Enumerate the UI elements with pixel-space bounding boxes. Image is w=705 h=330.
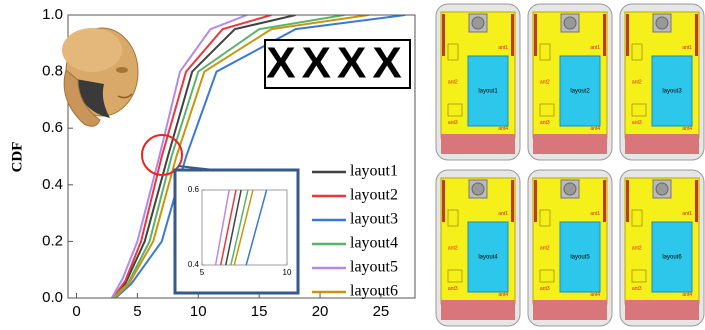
camera <box>564 17 576 29</box>
y-tick-label: 1.0 <box>42 6 63 23</box>
antenna-label: ant2 <box>540 79 550 85</box>
camera <box>656 183 668 195</box>
x-tick-label: 25 <box>373 303 390 320</box>
layout-panel: layout2 ant1 ant2 ant3 ant4 <box>528 4 612 160</box>
figure: 0.0 0.2 0.4 0.6 0.8 1.0 0 5 10 15 20 25 CDF XXXX layou… <box>0 0 705 330</box>
side-strip <box>603 180 606 222</box>
x-tick-label: 5 <box>133 303 141 320</box>
legend-label: layout6 <box>350 283 398 300</box>
legend-label: layout4 <box>350 235 398 252</box>
x-tick-label: 15 <box>251 303 268 320</box>
antenna-label: ant1 <box>498 45 508 51</box>
layout-label: layout5 <box>570 255 590 261</box>
layout-panel: layout6 ant1 ant2 ant3 ant4 <box>620 170 704 326</box>
bottom-band <box>625 300 699 320</box>
antenna-label: ant2 <box>540 245 550 251</box>
antenna-label: ant3 <box>540 120 550 126</box>
camera <box>564 183 576 195</box>
side-strip <box>511 180 514 222</box>
bottom-band <box>533 134 607 154</box>
layout-label: layout2 <box>570 89 590 95</box>
layout-label: layout1 <box>478 89 498 95</box>
antenna-label: ant3 <box>540 286 550 292</box>
legend-label: layout3 <box>350 211 398 228</box>
y-tick-label: 0.6 <box>42 119 63 136</box>
layout-label: layout4 <box>478 255 498 261</box>
layout-panel: layout4 ant1 ant2 ant3 ant4 <box>436 170 520 326</box>
side-strip <box>534 180 537 222</box>
layout-label: layout6 <box>662 255 682 261</box>
side-strip <box>626 180 629 222</box>
antenna-label: ant4 <box>682 292 692 298</box>
side-strip <box>695 14 698 56</box>
bottom-band <box>625 134 699 154</box>
antenna-label: ant2 <box>632 79 642 85</box>
camera <box>472 183 484 195</box>
antenna-label: ant4 <box>498 126 508 132</box>
inset-y-tick-label: 0.6 <box>188 185 200 194</box>
x-tick-label: 0 <box>72 303 80 320</box>
camera <box>472 17 484 29</box>
layout-panel: layout5 ant1 ant2 ant3 ant4 <box>528 170 612 326</box>
y-tick-label: 0.0 <box>42 289 63 306</box>
layout-panel: layout3 ant1 ant2 ant3 ant4 <box>620 4 704 160</box>
side-strip <box>603 14 606 56</box>
inset-x-tick-label: 5 <box>200 268 205 277</box>
antenna-label: ant4 <box>590 126 600 132</box>
layout-panel: layout1 ant1 ant2 ant3 ant4 <box>436 4 520 160</box>
layout-label: layout3 <box>662 89 682 95</box>
antenna-label: ant1 <box>590 211 600 217</box>
y-axis-label: CDF <box>9 142 25 173</box>
bottom-band <box>533 300 607 320</box>
antenna-label: ant1 <box>498 211 508 217</box>
side-strip <box>626 14 629 56</box>
side-strip <box>511 14 514 56</box>
bottom-band <box>441 134 515 154</box>
antenna-label: ant2 <box>448 79 458 85</box>
antenna-label: ant3 <box>448 120 458 126</box>
bottom-band <box>441 300 515 320</box>
camera <box>656 17 668 29</box>
side-strip <box>695 180 698 222</box>
side-strip <box>534 14 537 56</box>
legend-label: layout5 <box>350 259 398 276</box>
antenna-label: ant1 <box>590 45 600 51</box>
antenna-label: ant2 <box>632 245 642 251</box>
x-tick-label: 20 <box>312 303 329 320</box>
side-strip <box>442 14 445 56</box>
antenna-label: ant3 <box>632 120 642 126</box>
antenna-label: ant3 <box>632 286 642 292</box>
antenna-label: ant2 <box>448 245 458 251</box>
x-tick-label: 10 <box>190 303 207 320</box>
antenna-label: ant4 <box>590 292 600 298</box>
inset-x-tick-label: 10 <box>283 268 292 277</box>
antenna-label: ant1 <box>682 211 692 217</box>
inset-y-tick-label: 0.4 <box>188 260 200 269</box>
y-tick-label: 0.8 <box>42 63 63 80</box>
y-tick-label: 0.2 <box>42 232 63 249</box>
legend-label: layout2 <box>350 187 398 204</box>
y-tick-label: 0.4 <box>42 176 63 193</box>
antenna-label: ant1 <box>682 45 692 51</box>
antenna-label: ant3 <box>448 286 458 292</box>
legend-label: layout1 <box>350 163 398 180</box>
annotation: XXXX <box>266 39 407 88</box>
side-strip <box>442 180 445 222</box>
antenna-label: ant4 <box>498 292 508 298</box>
antenna-label: ant4 <box>682 126 692 132</box>
